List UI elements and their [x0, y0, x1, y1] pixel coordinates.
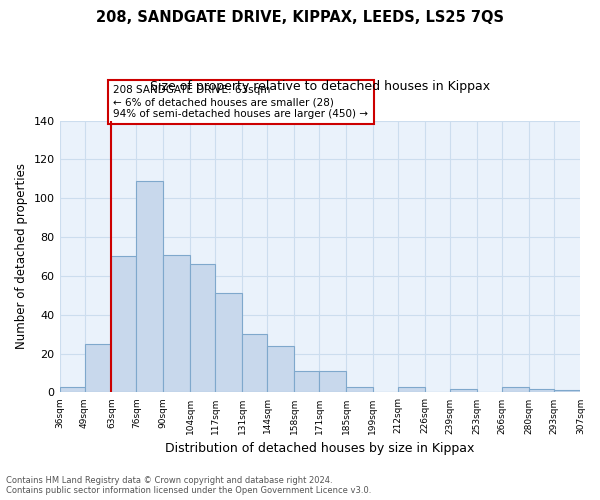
Bar: [215, 294, 242, 392]
Bar: [112, 256, 136, 392]
Bar: [242, 334, 267, 392]
Bar: [502, 386, 529, 392]
Bar: [529, 388, 554, 392]
Bar: [319, 371, 346, 392]
Bar: [294, 371, 319, 392]
Bar: [136, 181, 163, 392]
Bar: [163, 254, 190, 392]
Bar: [346, 386, 373, 392]
Bar: [59, 386, 85, 392]
Bar: [85, 344, 112, 393]
Text: 208, SANDGATE DRIVE, KIPPAX, LEEDS, LS25 7QS: 208, SANDGATE DRIVE, KIPPAX, LEEDS, LS25…: [96, 10, 504, 25]
Title: Size of property relative to detached houses in Kippax: Size of property relative to detached ho…: [150, 80, 490, 93]
Bar: [554, 390, 580, 392]
Text: Contains HM Land Registry data © Crown copyright and database right 2024.
Contai: Contains HM Land Registry data © Crown c…: [6, 476, 371, 495]
Bar: [398, 386, 425, 392]
Bar: [267, 346, 294, 393]
X-axis label: Distribution of detached houses by size in Kippax: Distribution of detached houses by size …: [166, 442, 475, 455]
Bar: [190, 264, 215, 392]
Y-axis label: Number of detached properties: Number of detached properties: [15, 164, 28, 350]
Text: 208 SANDGATE DRIVE: 63sqm
← 6% of detached houses are smaller (28)
94% of semi-d: 208 SANDGATE DRIVE: 63sqm ← 6% of detach…: [113, 86, 368, 118]
Bar: [450, 388, 476, 392]
